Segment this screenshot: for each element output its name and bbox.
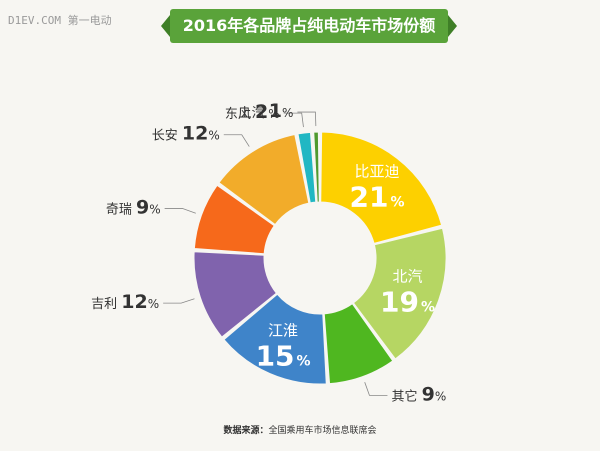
slice-label-1: 北汽 (392, 268, 422, 286)
title-banner: 2016年各品牌占纯电动车市场份额 (161, 9, 457, 43)
slice-label-2: 其它 9% (391, 383, 446, 405)
leader-line-6 (223, 134, 250, 147)
watermark: D1EV.COM 第一电动 (8, 14, 112, 27)
slice-6 (218, 133, 310, 226)
leader-line-4 (163, 298, 195, 304)
leader-lines (163, 111, 388, 396)
slice-value-3: 15% (256, 339, 311, 372)
leader-line-5 (164, 208, 196, 214)
slice-5 (193, 184, 275, 255)
source-note: 数据来源：全国乘用车市场信息联席会 (0, 423, 600, 436)
leader-line-2 (364, 382, 388, 396)
slice-label-6: 长安 12% (152, 123, 220, 145)
slice-0 (320, 131, 443, 244)
source-text: 全国乘用车市场信息联席会 (268, 426, 377, 436)
slice-label-7: 东风 2% (225, 101, 280, 123)
slice-label-3: 江淮 (268, 321, 298, 339)
slice-label-8: 上汽 1% (239, 100, 294, 122)
leader-line-7 (283, 112, 304, 128)
slice-label-5: 奇瑞 9% (106, 197, 161, 219)
slice-4 (193, 251, 278, 338)
slice-1 (352, 227, 447, 360)
slice-value-0: 21% (350, 181, 405, 214)
slice-7 (297, 131, 317, 204)
source-label: 数据来源： (223, 426, 269, 436)
slice-2 (323, 303, 394, 385)
slice-3 (223, 293, 327, 385)
slice-label-0: 比亚迪 (354, 163, 399, 181)
slices (193, 131, 447, 385)
slice-value-1: 19% (380, 286, 435, 319)
leader-line-8 (297, 111, 317, 127)
slice-label-4: 吉利 12% (91, 291, 159, 313)
slice-8 (313, 131, 320, 203)
chart-title: 2016年各品牌占纯电动车市场份额 (182, 16, 436, 35)
